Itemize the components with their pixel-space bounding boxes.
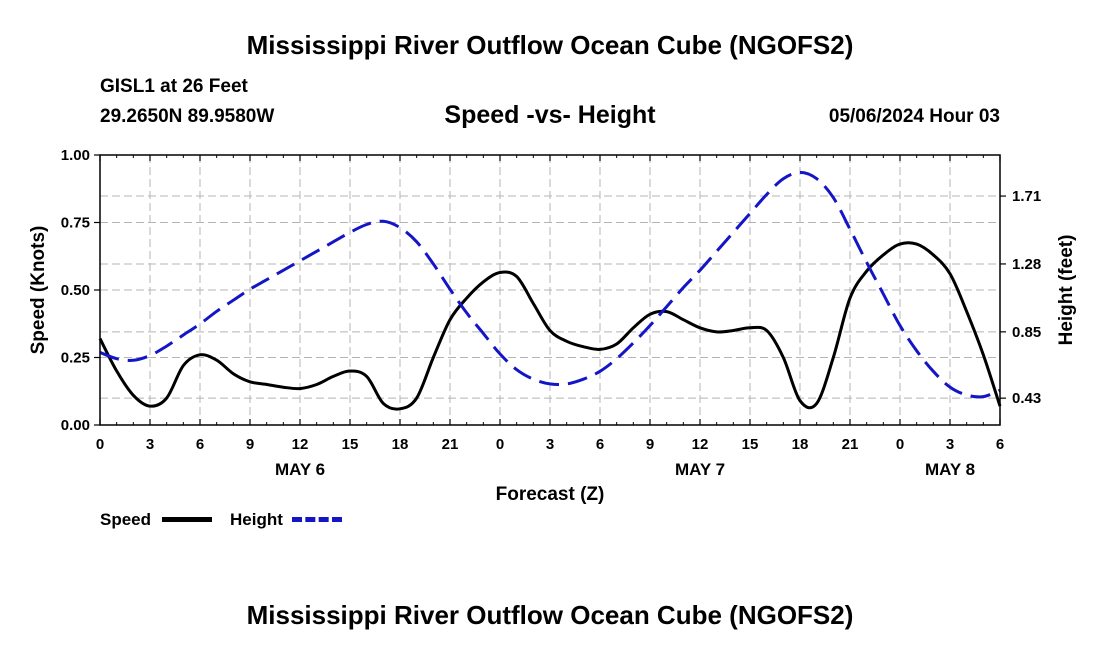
x-tick-label: 15 — [742, 436, 759, 453]
legend-speed-label: Speed — [100, 510, 152, 529]
station-label: GISL1 at 26 Feet — [100, 76, 248, 97]
legend-speed-swatch — [162, 517, 212, 522]
speed-height-chart: 0 3 6 9 12 15 18 21 0 3 6 9 12 15 18 21 0 3 6 0.00 0.25 0.50 0… — [28, 147, 1077, 505]
chart-subtitle: Speed -vs- Height — [444, 101, 656, 129]
y2-tick-label: 1.71 — [1012, 188, 1041, 205]
x-tick-label: 6 — [196, 436, 204, 453]
chart-title: Mississippi River Outflow Ocean Cube (NG… — [246, 30, 854, 60]
x-tick-label: 6 — [996, 436, 1004, 453]
day-label: MAY 6 — [275, 460, 325, 479]
y-tick-label: 0.50 — [61, 282, 90, 299]
axes: 0 3 6 9 12 15 18 21 0 3 6 9 12 15 18 21 0 3 6 0.00 0.25 0.50 0… — [61, 147, 1041, 479]
x-tick-label: 6 — [596, 436, 604, 453]
y-tick-label: 0.75 — [61, 215, 90, 232]
x-tick-label: 15 — [342, 436, 359, 453]
y-tick-label: 0.25 — [61, 350, 90, 367]
y2-tick-label: 0.43 — [1012, 390, 1041, 407]
footer-title: Mississippi River Outflow Ocean Cube (NG… — [246, 600, 854, 630]
x-tick-label: 18 — [392, 436, 409, 453]
day-label: MAY 7 — [675, 460, 725, 479]
day-label: MAY 8 — [925, 460, 975, 479]
x-tick-label: 21 — [442, 436, 459, 453]
y2-axis-label: Height (feet) — [1056, 235, 1077, 346]
x-tick-label: 3 — [946, 436, 954, 453]
y-tick-label: 0.00 — [61, 417, 90, 434]
x-tick-label: 9 — [646, 436, 654, 453]
y2-tick-label: 1.28 — [1012, 256, 1041, 273]
x-tick-label: 0 — [496, 436, 504, 453]
forecast-datetime: 05/06/2024 Hour 03 — [828, 106, 1000, 127]
x-tick-label: 3 — [546, 436, 554, 453]
legend-height-label: Height — [230, 510, 283, 529]
x-tick-label: 18 — [792, 436, 809, 453]
grid — [100, 155, 1000, 425]
x-tick-label: 12 — [292, 436, 309, 453]
series-line-height — [99, 170, 1001, 399]
x-tick-label: 21 — [842, 436, 859, 453]
y-tick-label: 1.00 — [61, 147, 90, 164]
series — [98, 170, 1002, 411]
station-coordinates: 29.2650N 89.9580W — [100, 106, 275, 127]
x-tick-label: 3 — [146, 436, 154, 453]
x-tick-label: 0 — [96, 436, 104, 453]
y2-tick-label: 0.85 — [1012, 324, 1041, 341]
x-axis-label: Forecast (Z) — [496, 484, 605, 505]
legend-height-swatch — [292, 517, 342, 522]
x-tick-label: 9 — [246, 436, 254, 453]
y-axis-label: Speed (Knots) — [28, 226, 49, 355]
x-tick-label: 0 — [896, 436, 904, 453]
x-tick-label: 12 — [692, 436, 709, 453]
series-line-speed — [98, 241, 1002, 411]
